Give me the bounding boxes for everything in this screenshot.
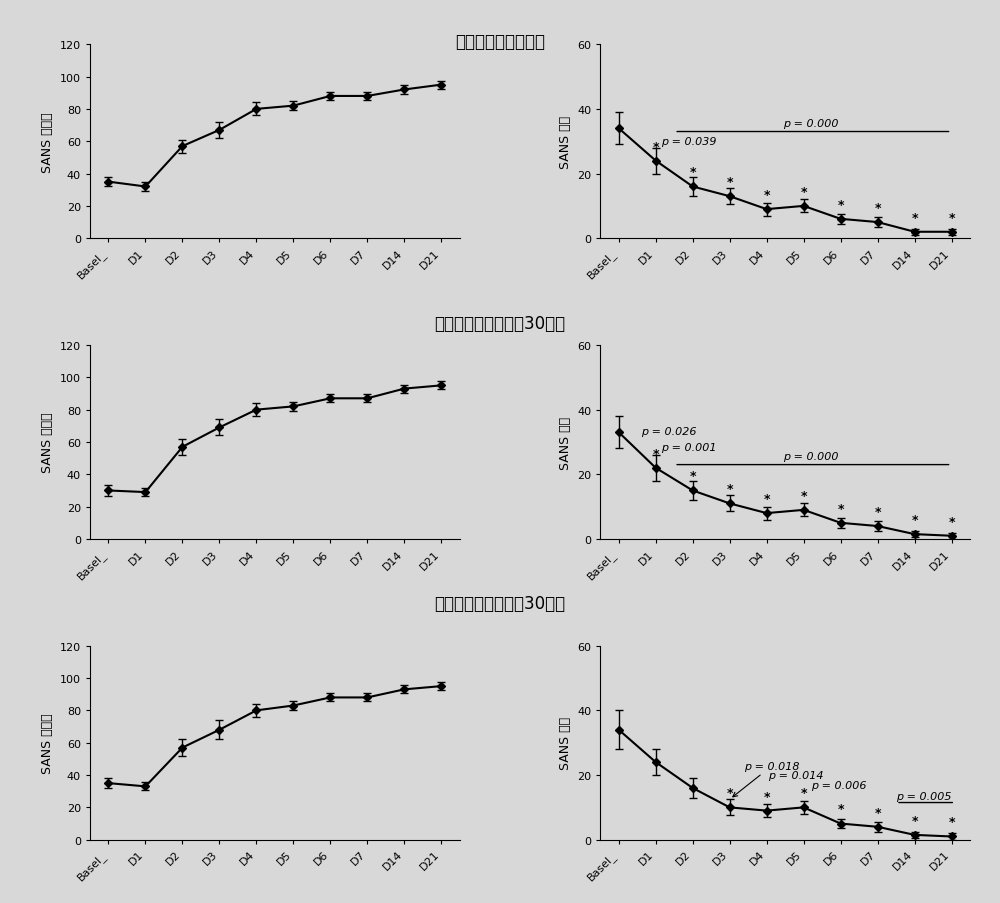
Text: 阴性症状全部受试者: 阴性症状全部受试者: [455, 33, 545, 51]
Text: p = 0.000: p = 0.000: [783, 452, 839, 461]
Text: *: *: [763, 189, 770, 201]
Text: *: *: [652, 447, 659, 461]
Text: *: *: [689, 470, 696, 483]
Text: *: *: [948, 211, 955, 225]
Text: *: *: [948, 815, 955, 828]
Text: *: *: [911, 514, 918, 526]
Text: *: *: [689, 166, 696, 179]
Text: *: *: [726, 176, 733, 189]
Text: *: *: [837, 803, 844, 815]
Text: p = 0.039: p = 0.039: [661, 137, 717, 147]
Text: 距末次吸毒时间小于30天者: 距末次吸毒时间小于30天者: [434, 594, 566, 612]
Y-axis label: SANS 评分: SANS 评分: [559, 116, 572, 169]
Text: *: *: [911, 211, 918, 225]
Text: 距末次吸毒时间大于30天者: 距末次吸毒时间大于30天者: [434, 314, 566, 332]
Text: p = 0.026: p = 0.026: [641, 426, 696, 436]
Text: p = 0.006: p = 0.006: [811, 780, 867, 790]
Text: *: *: [874, 805, 881, 819]
Text: p = 0.005: p = 0.005: [896, 791, 952, 801]
Text: p = 0.000: p = 0.000: [783, 119, 839, 129]
Text: p = 0.018: p = 0.018: [733, 760, 800, 797]
Y-axis label: SANS 减分率: SANS 减分率: [41, 712, 54, 773]
Text: *: *: [874, 201, 881, 215]
Y-axis label: SANS 减分率: SANS 减分率: [41, 412, 54, 473]
Text: *: *: [837, 502, 844, 515]
Y-axis label: SANS 减分率: SANS 减分率: [41, 112, 54, 172]
Text: *: *: [800, 489, 807, 502]
Text: *: *: [726, 483, 733, 496]
Text: *: *: [874, 506, 881, 518]
Text: *: *: [948, 515, 955, 528]
Text: *: *: [763, 789, 770, 803]
Text: *: *: [763, 492, 770, 506]
Text: *: *: [800, 186, 807, 199]
Text: *: *: [726, 787, 733, 799]
Text: p = 0.014: p = 0.014: [768, 770, 824, 780]
Text: *: *: [837, 199, 844, 211]
Text: *: *: [911, 814, 918, 827]
Y-axis label: SANS 分数: SANS 分数: [559, 716, 572, 769]
Text: *: *: [800, 787, 807, 799]
Text: p = 0.001: p = 0.001: [661, 442, 717, 452]
Text: *: *: [652, 140, 659, 154]
Y-axis label: SANS 分数: SANS 分数: [559, 416, 572, 469]
